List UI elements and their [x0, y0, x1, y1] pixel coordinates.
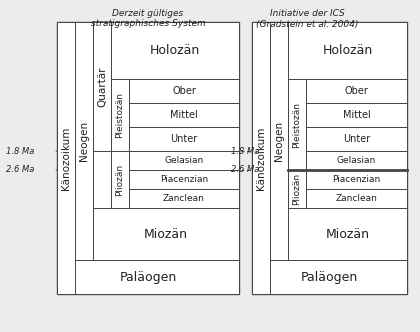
Text: Piacenzian: Piacenzian: [160, 175, 208, 184]
Text: Zanclean: Zanclean: [336, 194, 378, 203]
Bar: [306, 79, 407, 103]
Text: Mittel: Mittel: [170, 110, 198, 120]
Bar: [93, 208, 239, 260]
Text: Holozän: Holozän: [150, 44, 200, 57]
Text: Pleistozän: Pleistozän: [292, 102, 302, 147]
Text: Initiative der ICS: Initiative der ICS: [270, 10, 344, 19]
Text: Holozän: Holozän: [323, 44, 373, 57]
Bar: [57, 22, 75, 294]
Text: 1.8 Ma: 1.8 Ma: [6, 146, 34, 155]
Text: Neogen: Neogen: [274, 121, 284, 161]
Text: Pleistozän: Pleistozän: [116, 92, 124, 138]
Bar: [111, 151, 129, 208]
Bar: [306, 103, 407, 127]
Text: stratigraphisches System: stratigraphisches System: [91, 20, 205, 29]
Text: Miozän: Miozän: [326, 227, 370, 240]
Bar: [252, 22, 407, 294]
Bar: [129, 127, 239, 151]
Text: Paläogen: Paläogen: [301, 271, 358, 284]
Bar: [288, 79, 306, 170]
Text: 2.6 Ma: 2.6 Ma: [6, 165, 34, 175]
Bar: [288, 22, 407, 79]
Text: Pliozän: Pliozän: [116, 163, 124, 196]
Bar: [111, 22, 239, 79]
Text: Neogen: Neogen: [79, 121, 89, 161]
Text: Känozoikum: Känozoikum: [256, 126, 266, 190]
Text: Miozän: Miozän: [144, 227, 188, 240]
Text: Mittel: Mittel: [343, 110, 370, 120]
Bar: [306, 127, 407, 151]
Bar: [288, 170, 306, 208]
Bar: [129, 151, 239, 170]
Text: Paläogen: Paläogen: [119, 271, 177, 284]
Text: Pliozän: Pliozän: [292, 173, 302, 205]
Text: Quartär: Quartär: [97, 66, 107, 107]
Bar: [129, 103, 239, 127]
Bar: [129, 79, 239, 103]
Text: 1.8 Ma: 1.8 Ma: [231, 146, 260, 155]
Bar: [306, 170, 407, 189]
Bar: [252, 22, 270, 294]
Bar: [306, 151, 407, 170]
Text: Unter: Unter: [343, 134, 370, 144]
Bar: [57, 22, 239, 294]
Text: (Gradstein et al. 2004): (Gradstein et al. 2004): [256, 20, 358, 29]
Text: Zanclean: Zanclean: [163, 194, 205, 203]
Bar: [129, 189, 239, 208]
Bar: [93, 22, 111, 151]
Bar: [57, 260, 239, 294]
Text: Unter: Unter: [171, 134, 198, 144]
Bar: [75, 22, 93, 260]
Bar: [252, 260, 407, 294]
Text: Känozoikum: Känozoikum: [61, 126, 71, 190]
Text: Ober: Ober: [172, 86, 196, 96]
Bar: [288, 208, 407, 260]
Bar: [306, 189, 407, 208]
Text: Piacenzian: Piacenzian: [332, 175, 381, 184]
Bar: [129, 170, 239, 189]
Bar: [111, 79, 129, 151]
Text: 2.6 Ma: 2.6 Ma: [231, 165, 260, 175]
Text: Derzeit gültiges: Derzeit gültiges: [113, 10, 184, 19]
Text: Gelasian: Gelasian: [164, 156, 204, 165]
Text: Ober: Ober: [344, 86, 368, 96]
Text: Gelasian: Gelasian: [337, 156, 376, 165]
Bar: [270, 22, 288, 260]
